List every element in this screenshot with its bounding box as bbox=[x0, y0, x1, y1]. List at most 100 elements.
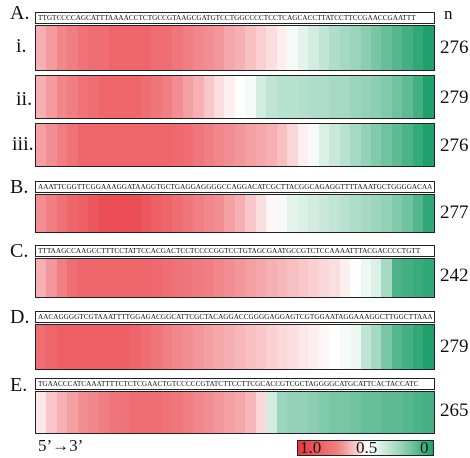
heatmap-cell bbox=[350, 392, 361, 433]
heatmap-cell bbox=[140, 392, 152, 433]
heatmap-cell bbox=[234, 195, 246, 232]
heatmap-cell bbox=[161, 76, 173, 118]
heatmap-cell bbox=[109, 26, 120, 70]
heatmap-cell bbox=[130, 124, 141, 166]
heatmap-cell bbox=[266, 259, 277, 297]
sequence-box-e: TGAACCCATCAAATTTTCTCTCGAACTGTCCCCCGTATCT… bbox=[35, 378, 435, 390]
heatmap-cell bbox=[161, 124, 173, 166]
heatmap-cell bbox=[412, 76, 424, 118]
heatmap-cell bbox=[266, 195, 277, 232]
heatmap-cell bbox=[172, 26, 183, 70]
heatmap-cell bbox=[360, 195, 371, 232]
heatmap-cell bbox=[360, 124, 371, 166]
heatmap-cell bbox=[297, 124, 309, 166]
heatmap-cell bbox=[391, 26, 403, 70]
heatmap-cell bbox=[224, 76, 235, 118]
heatmap-cell bbox=[46, 124, 57, 166]
heatmap-cell bbox=[308, 392, 319, 433]
heatmap-cell bbox=[119, 195, 131, 232]
heatmap-cell bbox=[402, 259, 413, 297]
heatmap-cell bbox=[423, 195, 434, 232]
heatmap-cell bbox=[339, 195, 351, 232]
heatmap-bar-e bbox=[35, 391, 435, 434]
sequence-box-c: TTTAAGCCAAGCCTTTCCTATTCCACGACTCCTCCCCGGT… bbox=[35, 245, 435, 257]
heatmap-cell bbox=[151, 392, 162, 433]
heatmap-cell bbox=[193, 76, 204, 118]
heatmap-cell bbox=[77, 392, 89, 433]
heatmap-cell bbox=[77, 259, 89, 297]
heatmap-cell bbox=[329, 392, 340, 433]
heatmap-cell bbox=[255, 259, 267, 297]
heatmap-cell bbox=[203, 26, 214, 70]
scale-label-mid: 0.5 bbox=[356, 438, 378, 457]
heatmap-cell bbox=[130, 195, 141, 232]
heatmap-cell bbox=[56, 259, 68, 297]
heatmap-cell bbox=[350, 26, 361, 70]
heatmap-cell bbox=[140, 26, 152, 70]
heatmap-cell bbox=[193, 26, 204, 70]
heatmap-cell bbox=[371, 26, 382, 70]
heatmap-cell bbox=[339, 325, 351, 369]
heatmap-cell bbox=[224, 26, 235, 70]
sequence-box-a: TTGTCCCCAGCATTTAAAACCTCTGCCGTAAGCGATGTCC… bbox=[35, 12, 435, 24]
scale-label-high: 1.0 bbox=[300, 438, 322, 457]
heatmap-cell bbox=[172, 195, 183, 232]
heatmap-cell bbox=[234, 392, 246, 433]
heatmap-cell bbox=[276, 124, 288, 166]
heatmap-cell bbox=[276, 325, 288, 369]
panel-label-a: A. bbox=[10, 2, 30, 24]
heatmap-cell bbox=[391, 325, 403, 369]
heatmap-cell bbox=[224, 392, 235, 433]
heatmap-cell bbox=[391, 76, 403, 118]
heatmap-cell bbox=[391, 392, 403, 433]
heatmap-cell bbox=[119, 76, 131, 118]
heatmap-cell bbox=[88, 195, 99, 232]
heatmap-cell bbox=[88, 259, 99, 297]
heatmap-cell bbox=[182, 392, 194, 433]
heatmap-cell bbox=[329, 124, 340, 166]
panel-label-d: D. bbox=[10, 306, 30, 328]
heatmap-cell bbox=[371, 195, 382, 232]
heatmap-cell bbox=[130, 325, 141, 369]
n-count-c: 242 bbox=[440, 265, 469, 286]
heatmap-cell bbox=[119, 26, 131, 70]
heatmap-cell bbox=[203, 76, 214, 118]
heatmap-cell bbox=[412, 124, 424, 166]
heatmap-cell bbox=[308, 26, 319, 70]
heatmap-cell bbox=[255, 76, 267, 118]
heatmap-cell bbox=[412, 26, 424, 70]
heatmap-cell bbox=[350, 325, 361, 369]
heatmap-cell bbox=[224, 259, 235, 297]
heatmap-cell bbox=[98, 26, 110, 70]
heatmap-cell bbox=[213, 392, 225, 433]
heatmap-cell bbox=[161, 392, 173, 433]
heatmap-cell bbox=[412, 195, 424, 232]
heatmap-cell bbox=[140, 325, 152, 369]
heatmap-cell bbox=[245, 259, 256, 297]
sequence-text-c: TTTAAGCCAAGCCTTTCCTATTCCACGACTCCTCCCCGGT… bbox=[38, 247, 421, 255]
heatmap-cell bbox=[297, 26, 309, 70]
heatmap-cell bbox=[402, 195, 413, 232]
heatmap-cell bbox=[318, 124, 330, 166]
heatmap-cell bbox=[371, 259, 382, 297]
heatmap-cell bbox=[109, 124, 120, 166]
heatmap-bar-a-ii bbox=[35, 75, 435, 119]
panel-label-e: E. bbox=[10, 374, 28, 396]
heatmap-cell bbox=[255, 195, 267, 232]
heatmap-cell bbox=[224, 195, 235, 232]
heatmap-cell bbox=[234, 259, 246, 297]
heatmap-cell bbox=[402, 76, 413, 118]
heatmap-cell bbox=[245, 76, 256, 118]
heatmap-cell bbox=[350, 259, 361, 297]
heatmap-cell bbox=[161, 26, 173, 70]
heatmap-cell bbox=[130, 392, 141, 433]
scale-label-low: 0 bbox=[420, 438, 429, 457]
heatmap-cell bbox=[308, 124, 319, 166]
heatmap-cell bbox=[56, 325, 68, 369]
heatmap-cell bbox=[297, 195, 309, 232]
heatmap-cell bbox=[36, 259, 47, 297]
heatmap-cell bbox=[391, 124, 403, 166]
heatmap-cell bbox=[329, 259, 340, 297]
heatmap-cell bbox=[224, 325, 235, 369]
heatmap-cell bbox=[423, 259, 434, 297]
